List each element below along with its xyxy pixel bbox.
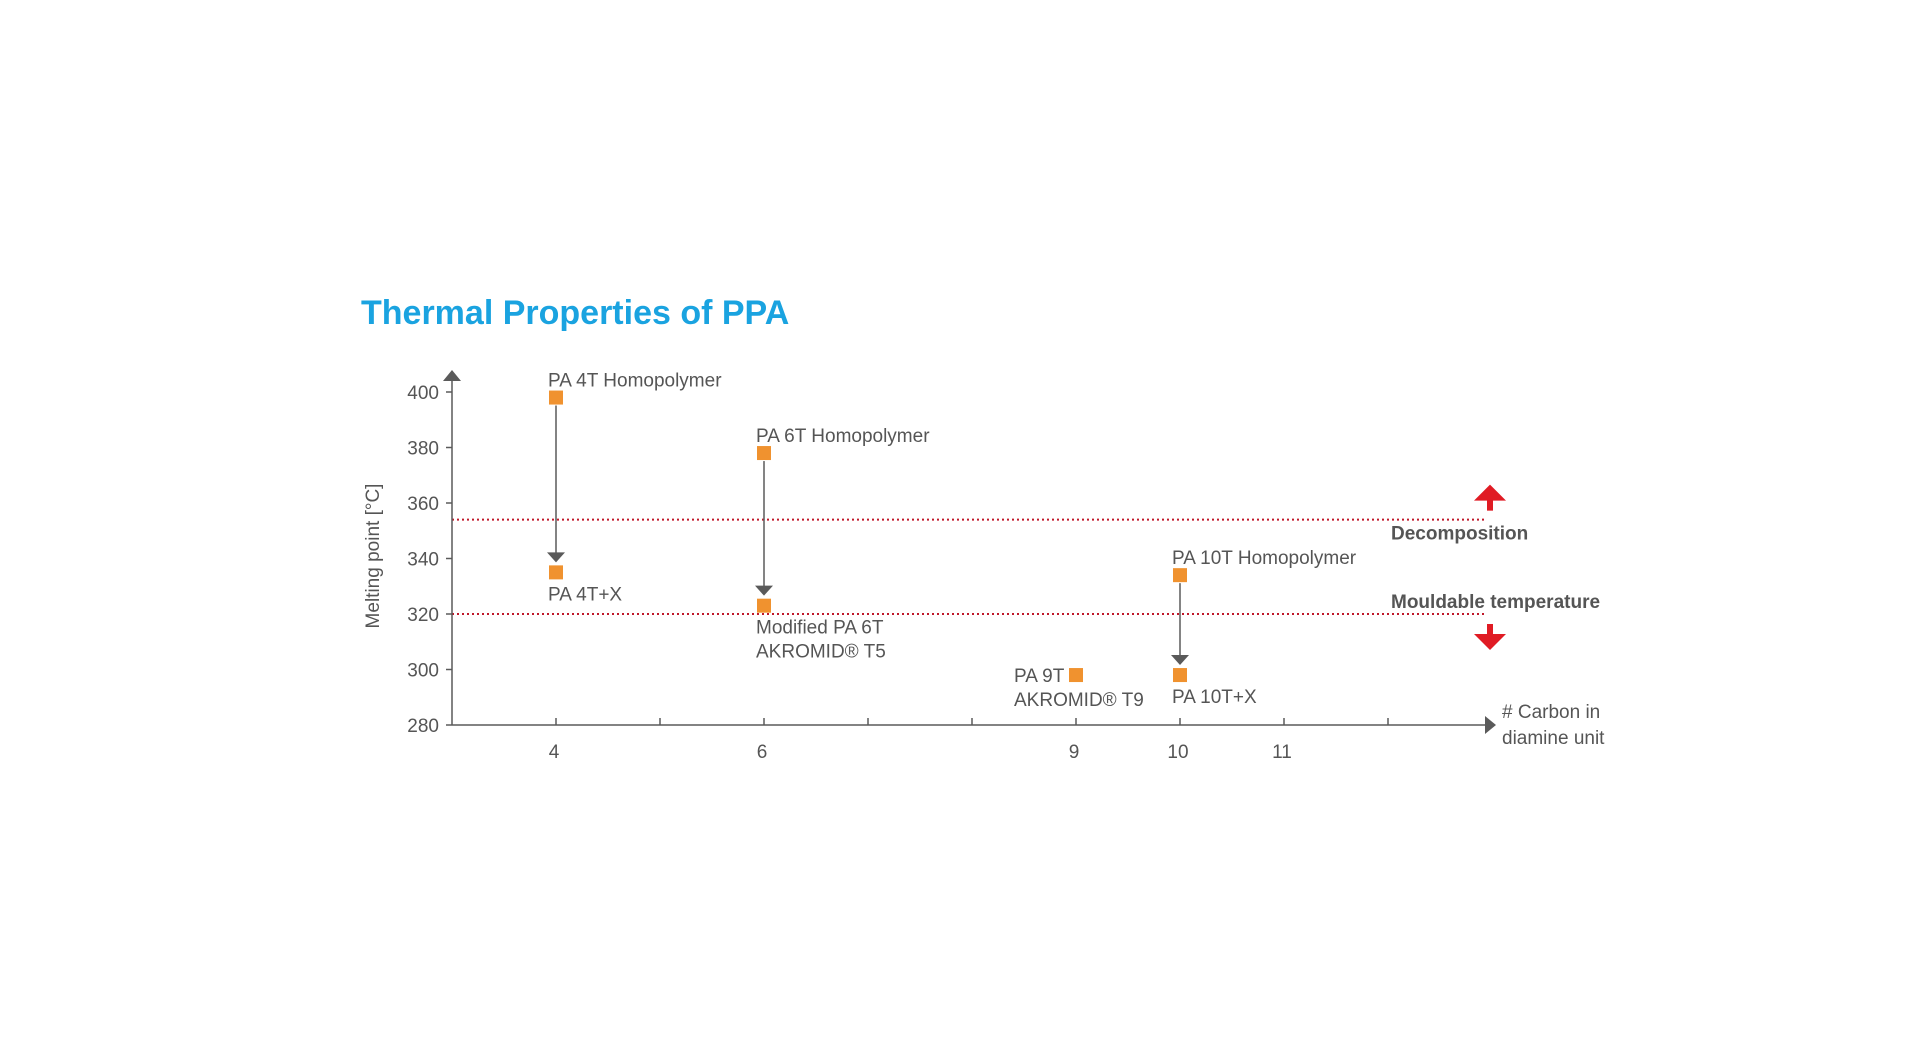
y-tick-label: 320 [407,605,439,626]
axes-layer [443,370,1496,734]
transition-arrow-head [1171,655,1189,666]
point-label: PA 4T Homopolymer [548,371,722,392]
point-label: PA 10T Homopolymer [1172,548,1357,569]
x-tick-label: 10 [1167,742,1188,763]
point-label: PA 6T Homopolymer [756,426,930,447]
y-tick-label: 360 [407,494,439,515]
y-tick-label: 400 [407,383,439,404]
points-layer [549,390,1187,683]
limit-label: Decomposition [1391,524,1528,545]
data-point [549,565,563,580]
y-tick-label: 340 [407,550,439,571]
data-point [757,598,771,613]
decomposition-arrow-icon [1474,484,1506,501]
point-label: PA 10T+X [1172,687,1257,708]
transition-arrow-head [547,552,565,563]
x-tick-label: 4 [549,742,560,763]
data-point [1173,668,1187,683]
data-point [1173,568,1187,583]
x-tick-label: 11 [1272,742,1292,763]
transition-arrows-layer [547,405,1189,666]
y-axis-arrowhead [443,370,461,381]
transition-arrow-head [755,585,773,596]
y-tick-label: 280 [407,716,439,737]
data-point [1069,668,1083,683]
point-label: PA 9T [1014,666,1065,687]
x-axis-arrowhead [1485,716,1496,734]
x-axis-title-line: diamine unit [1502,728,1605,749]
point-label: AKROMID® T5 [756,642,886,663]
y-tick-label: 380 [407,439,439,460]
y-axis-title: Melting point [°C] [363,484,384,629]
point-label: PA 4T+X [548,584,622,605]
y-tick-label: 300 [407,661,439,682]
labels-layer: 280 300 320 340 360 380 400 4 6 9 10 11 Melting poin… [363,371,1605,763]
mouldable-arrow-stem [1487,624,1493,636]
data-point [757,446,771,461]
x-tick-label: 9 [1069,742,1080,763]
point-label: Modified PA 6T [756,618,884,639]
x-tick-label: 6 [757,742,768,763]
x-axis-title-line: # Carbon in [1502,702,1600,723]
mouldable-arrow-icon [1474,634,1506,650]
chart-title: Thermal Properties of PPA [361,294,790,332]
limit-lines-layer [452,484,1506,650]
point-label: AKROMID® T9 [1014,690,1144,711]
limit-label: Mouldable temperature [1391,592,1600,613]
data-point [549,390,563,405]
decomposition-arrow-stem [1487,499,1493,511]
